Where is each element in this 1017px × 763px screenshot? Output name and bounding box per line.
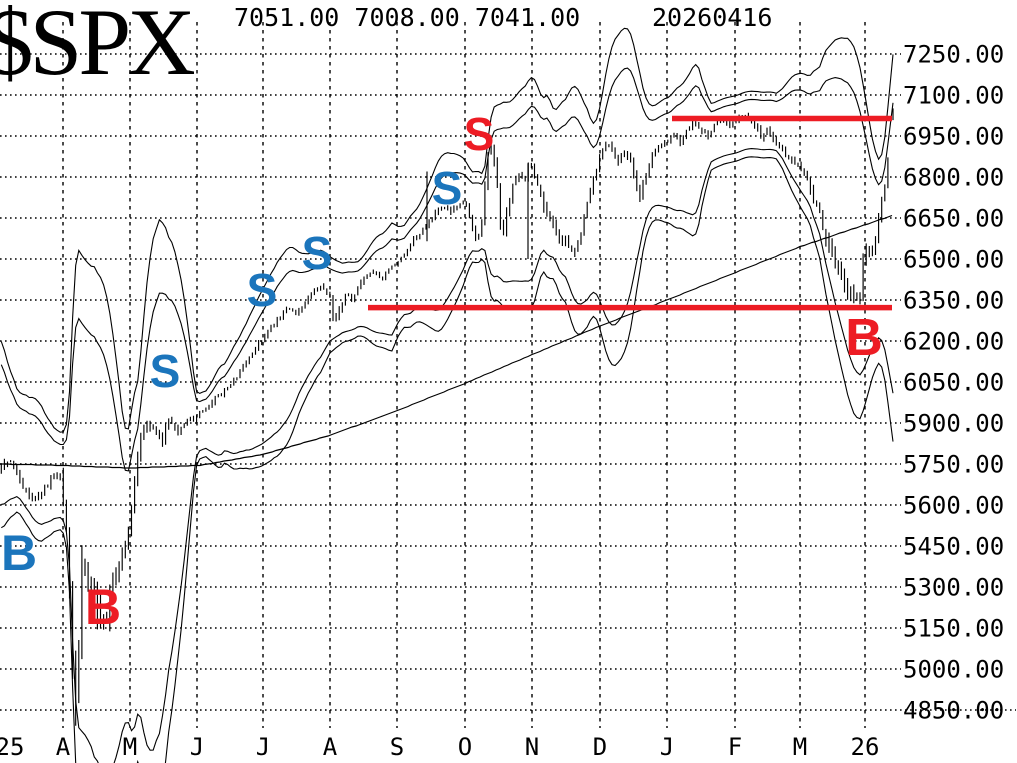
sell-signal-blue: S (150, 345, 181, 397)
y-axis-label: 7100.00 (903, 82, 1004, 110)
x-axis-label: A (56, 733, 71, 761)
y-axis-labels: 7250.00 7100.00 6950.00 6800.00 6650.00 6500.… (903, 41, 1004, 725)
y-axis-label: 6050.00 (903, 369, 1004, 397)
x-axis-label: N (525, 733, 539, 761)
price-bars-layer (0, 108, 894, 726)
x-axis-labels: 25 A M J J A S O N D J F M 26 (0, 733, 879, 761)
y-axis-label: 5150.00 (903, 615, 1004, 643)
y-axis-label: 5600.00 (903, 492, 1004, 520)
sell-signal-blue: S (247, 264, 278, 316)
y-axis-label: 6950.00 (903, 123, 1004, 151)
x-axis-label: 25 (0, 733, 24, 761)
x-axis-label: S (390, 733, 404, 761)
ma200-line (0, 214, 893, 469)
x-axis-label: O (458, 733, 472, 761)
y-axis-label: 5900.00 (903, 410, 1004, 438)
buy-signal-blue: B (1, 525, 37, 581)
upper-band-3sigma (0, 67, 894, 472)
sell-signal-red: S (464, 108, 495, 160)
sell-signal-blue: S (302, 227, 333, 279)
x-axis-label: J (190, 733, 204, 761)
x-axis-label: M (123, 733, 137, 761)
y-axis-label: 6800.00 (903, 164, 1004, 192)
symbol-title: $SPX (0, 0, 194, 95)
lower-band-4sigma (1, 156, 894, 763)
price-bars (0, 108, 894, 726)
y-axis-label: 5000.00 (903, 656, 1004, 684)
support-resistance-lines (368, 115, 892, 311)
x-axis-label: 26 (851, 733, 880, 761)
x-axis-label: A (323, 733, 338, 761)
x-axis-label: D (593, 733, 607, 761)
y-axis-label: 6200.00 (903, 328, 1004, 356)
y-axis-label: 7250.00 (903, 41, 1004, 69)
x-axis-label: F (728, 733, 742, 761)
sell-signal-blue: S (432, 162, 463, 214)
x-axis-label: J (256, 733, 270, 761)
y-axis-label: 5750.00 (903, 451, 1004, 479)
y-axis-label: 5450.00 (903, 533, 1004, 561)
quote-values: 7051.00 7008.00 7041.00 (234, 3, 580, 32)
ma200-line (0, 214, 893, 469)
x-axis-label: M (793, 733, 807, 761)
upper-band-4sigma (0, 27, 894, 433)
buy-signal-red: B (85, 579, 121, 635)
quote-date: 20260416 (652, 3, 772, 32)
x-axis-label: J (660, 733, 674, 761)
y-axis-label: 6500.00 (903, 246, 1004, 274)
lower-band-3sigma (1, 148, 894, 763)
y-axis-label: 6350.00 (903, 287, 1004, 315)
bands-layer (0, 27, 894, 763)
buy-signal-red: B (845, 309, 883, 367)
y-axis-label: 4850.00 (903, 697, 1004, 725)
y-axis-label: 5300.00 (903, 574, 1004, 602)
y-axis-label: 6650.00 (903, 205, 1004, 233)
